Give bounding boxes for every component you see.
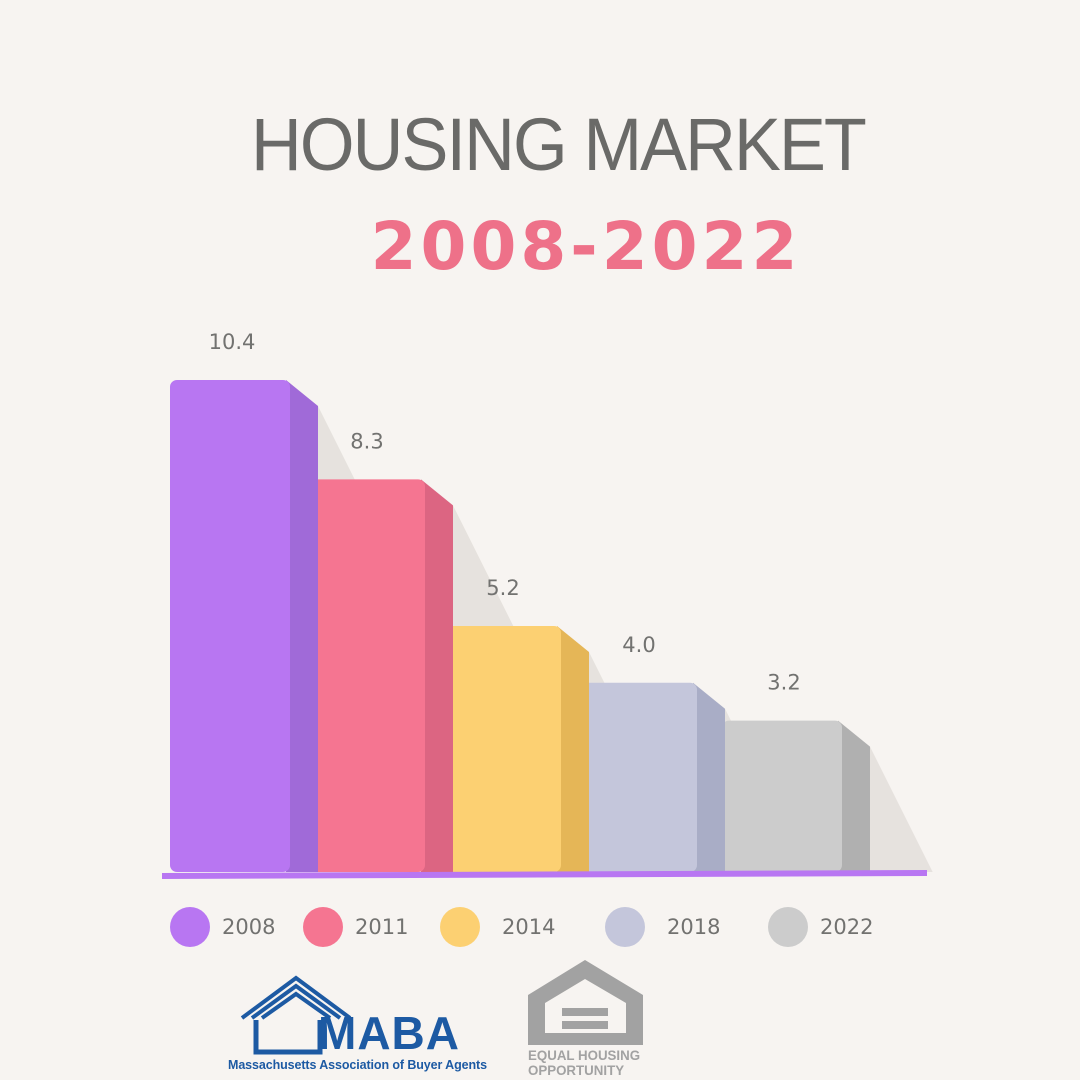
- maba-caption: Massachusetts Association of Buyer Agent…: [228, 1058, 487, 1072]
- bar-side-face: [838, 720, 870, 872]
- equal-housing-icon: [528, 960, 643, 1045]
- value-label: 5.2: [486, 576, 519, 600]
- bar-side-face: [421, 479, 453, 872]
- equal-housing-caption: EQUAL HOUSING OPPORTUNITY: [528, 1048, 642, 1078]
- bar-2018: [577, 682, 725, 872]
- value-label: 8.3: [350, 429, 383, 453]
- legend-item-2011: 2011: [303, 905, 408, 949]
- legend-swatch: [170, 907, 210, 947]
- legend-item-2018: 2018: [605, 905, 720, 949]
- legend-item-2008: 2008: [170, 905, 275, 949]
- legend-swatch: [303, 907, 343, 947]
- bar-side-face: [693, 682, 725, 872]
- maba-logo-word: MABA: [318, 1007, 460, 1059]
- chart-baseline: [161, 870, 928, 879]
- legend-label: 2022: [820, 915, 874, 939]
- bar-2014: [441, 626, 589, 872]
- legend-label: 2014: [502, 915, 556, 939]
- equal-housing-line2: OPPORTUNITY: [528, 1062, 625, 1078]
- bar-front-face: [441, 626, 561, 872]
- value-label: 10.4: [209, 330, 256, 354]
- equal-housing-line1: EQUAL HOUSING: [528, 1047, 641, 1063]
- value-label: 4.0: [622, 633, 655, 657]
- legend-label: 2018: [667, 915, 721, 939]
- bar-chart: 3.2 4.0 5.2 8.3 10.4: [161, 330, 933, 879]
- bar-2022: [722, 720, 870, 872]
- bar-front-face: [170, 380, 290, 872]
- chart-subtitle: 2008-2022: [370, 208, 802, 285]
- chart-legend: 2008 2011 2014 2018 2022: [0, 905, 1080, 949]
- legend-label: 2008: [222, 915, 276, 939]
- bar-front-face: [577, 682, 697, 872]
- legend-item-2014: 2014: [440, 905, 555, 949]
- legend-label: 2011: [355, 915, 409, 939]
- value-label: 3.2: [767, 671, 800, 695]
- bar-shadow: [870, 746, 933, 872]
- chart-title: HOUSING MARKET: [251, 103, 867, 186]
- bar-2011: [305, 479, 453, 872]
- legend-item-2022: 2022: [768, 905, 873, 949]
- value-labels: 3.2 4.0 5.2 8.3 10.4: [209, 330, 801, 695]
- bar-2008: [170, 380, 318, 872]
- legend-swatch: [605, 907, 645, 947]
- legend-swatch: [768, 907, 808, 947]
- bar-side-face: [557, 626, 589, 872]
- legend-swatch: [440, 907, 480, 947]
- bar-side-face: [286, 380, 318, 872]
- bar-front-face: [722, 720, 842, 872]
- bars: [170, 380, 870, 872]
- bar-front-face: [305, 479, 425, 872]
